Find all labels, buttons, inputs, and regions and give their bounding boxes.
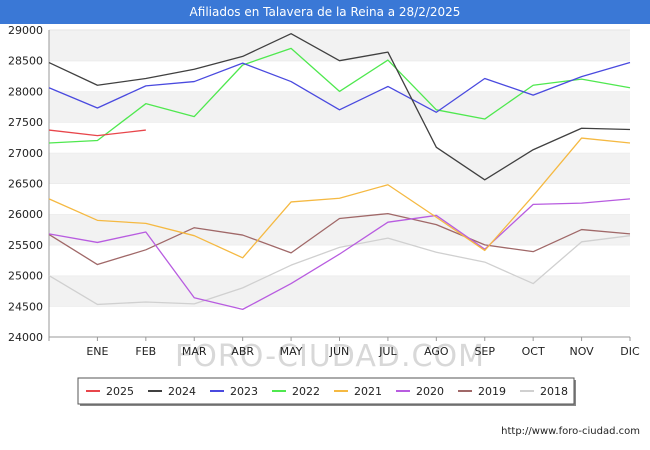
grid-band bbox=[49, 152, 630, 184]
legend-label-2019: 2019 bbox=[478, 385, 506, 398]
y-tick-label: 25000 bbox=[8, 270, 43, 283]
series-line-2025 bbox=[48, 129, 146, 137]
x-tick-label: JUL bbox=[378, 345, 397, 358]
grid-band bbox=[49, 306, 630, 337]
x-tick-label: MAY bbox=[280, 345, 303, 358]
series-lines bbox=[48, 33, 631, 311]
y-tick-label: 28500 bbox=[8, 55, 43, 68]
legend-label-2023: 2023 bbox=[230, 385, 258, 398]
series-line-2024 bbox=[48, 33, 631, 181]
grid-band bbox=[49, 30, 630, 61]
legend-label-2020: 2020 bbox=[416, 385, 444, 398]
y-tick-label: 28000 bbox=[8, 85, 43, 98]
grid-band bbox=[49, 214, 630, 245]
grid-band bbox=[49, 91, 630, 123]
grid-band bbox=[49, 60, 630, 92]
x-tick-label: FEB bbox=[135, 345, 156, 358]
y-tick-label: 24500 bbox=[8, 300, 43, 313]
series-line-2022 bbox=[48, 47, 631, 144]
x-tick-label: ABR bbox=[231, 345, 254, 358]
x-tick-label: OCT bbox=[522, 345, 545, 358]
y-axis-ticks: 24000 24500 25000 25500 26000 26500 27000 27500… bbox=[8, 24, 43, 344]
series-line-2021 bbox=[48, 137, 631, 259]
series-line-2023 bbox=[48, 61, 631, 113]
series-line-2020 bbox=[48, 198, 631, 311]
legend-label-2024: 2024 bbox=[168, 385, 196, 398]
series-line-2018 bbox=[48, 235, 631, 306]
y-tick-label: 29000 bbox=[8, 24, 43, 37]
grid-band bbox=[49, 275, 630, 307]
x-axis-ticks: ENE FEB MAR ABR MAY JUN JUL AGO SEP OCT NOV DIC bbox=[48, 337, 640, 358]
y-tick-label: 26500 bbox=[8, 178, 43, 191]
x-tick-label: MAR bbox=[182, 345, 207, 358]
x-tick-label: JUN bbox=[329, 345, 350, 358]
y-tick-label: 26000 bbox=[8, 208, 43, 221]
y-tick-label: 27000 bbox=[8, 147, 43, 160]
plot-bands bbox=[49, 29, 630, 337]
y-tick-label: 27500 bbox=[8, 116, 43, 129]
legend-label-2022: 2022 bbox=[292, 385, 320, 398]
grid-band bbox=[49, 244, 630, 276]
x-tick-label: NOV bbox=[569, 345, 594, 358]
series-line-2019 bbox=[48, 212, 631, 266]
legend-label-2025: 2025 bbox=[106, 385, 134, 398]
legend: 2025 2024 2023 2022 2021 2020 2019 2018 bbox=[77, 377, 576, 406]
watermark: FORO-CIUDAD.COM bbox=[175, 339, 485, 374]
grid-band bbox=[49, 122, 630, 153]
x-tick-label: ENE bbox=[86, 345, 108, 358]
y-tick-label: 25500 bbox=[8, 239, 43, 252]
x-tick-label: SEP bbox=[474, 345, 495, 358]
chart-title: Afiliados en Talavera de la Reina a 28/2… bbox=[0, 0, 650, 24]
legend-label-2018: 2018 bbox=[540, 385, 568, 398]
x-tick-label: DIC bbox=[620, 345, 640, 358]
source-link[interactable]: http://www.foro-ciudad.com bbox=[501, 426, 640, 437]
x-tick-label: AGO bbox=[424, 345, 449, 358]
y-tick-label: 24000 bbox=[8, 331, 43, 344]
legend-label-2021: 2021 bbox=[354, 385, 382, 398]
